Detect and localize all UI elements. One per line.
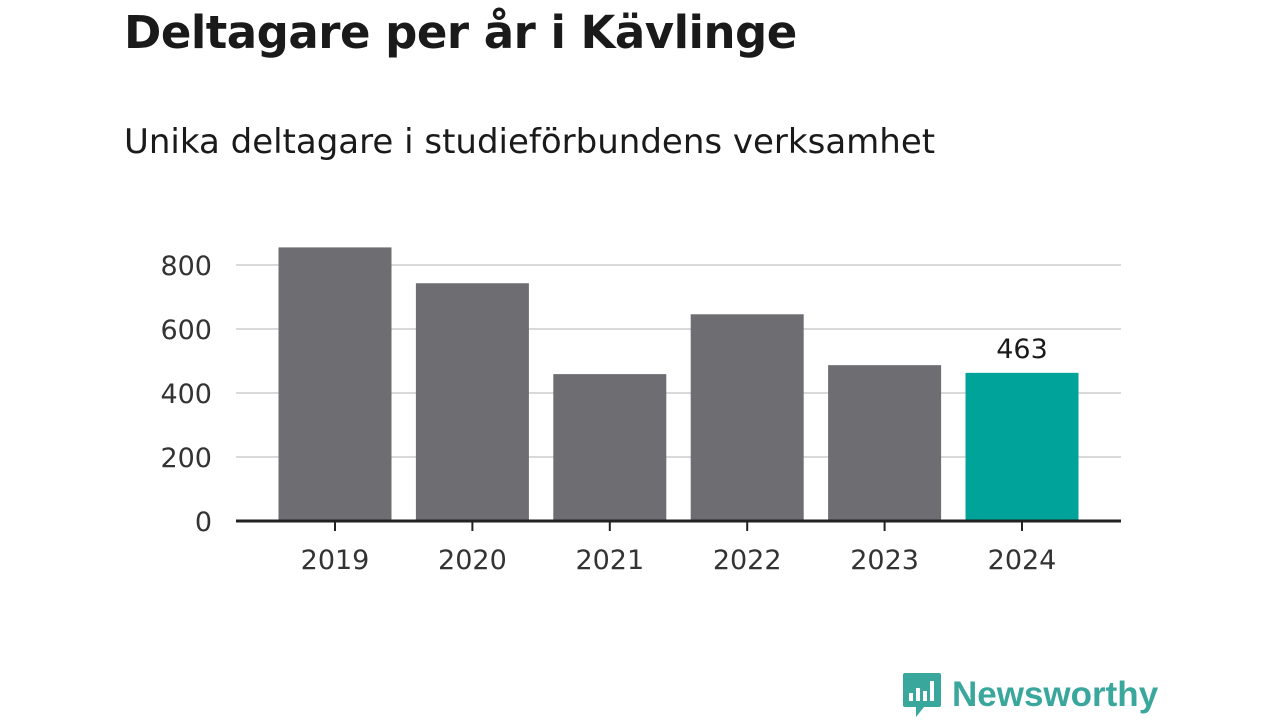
y-tick-label: 200 [160, 443, 212, 474]
chart-subtitle: Unika deltagare i studieförbundens verks… [124, 122, 936, 162]
chart-title: Deltagare per år i Kävlinge [124, 6, 797, 59]
y-tick-label: 800 [160, 251, 212, 282]
bar-2020 [415, 283, 529, 521]
x-tick-label: 2019 [301, 545, 370, 576]
y-tick-label: 400 [160, 379, 212, 410]
bar-2019 [278, 247, 392, 521]
bar-2021 [553, 374, 667, 521]
y-tick-label: 600 [160, 315, 212, 346]
x-tick-label: 2020 [438, 545, 507, 576]
brand-name: Newsworthy [952, 675, 1159, 714]
bar-2023 [828, 365, 942, 521]
y-tick-label: 0 [195, 507, 212, 538]
x-tick-label: 2024 [988, 545, 1057, 576]
bar-2022 [690, 314, 804, 521]
x-tick-label: 2021 [575, 545, 644, 576]
bar-chart: 0 200 400 600 800 2019 2020 2021 2022 2023 2024 463 [160, 247, 1121, 576]
brand-logo: Newsworthy [902, 671, 1158, 719]
x-tick-label: 2023 [850, 545, 919, 576]
x-tick-label: 2022 [713, 545, 782, 576]
newsworthy-logo-icon [903, 673, 941, 717]
bar-2024 [965, 372, 1079, 521]
data-label: 463 [996, 334, 1048, 365]
